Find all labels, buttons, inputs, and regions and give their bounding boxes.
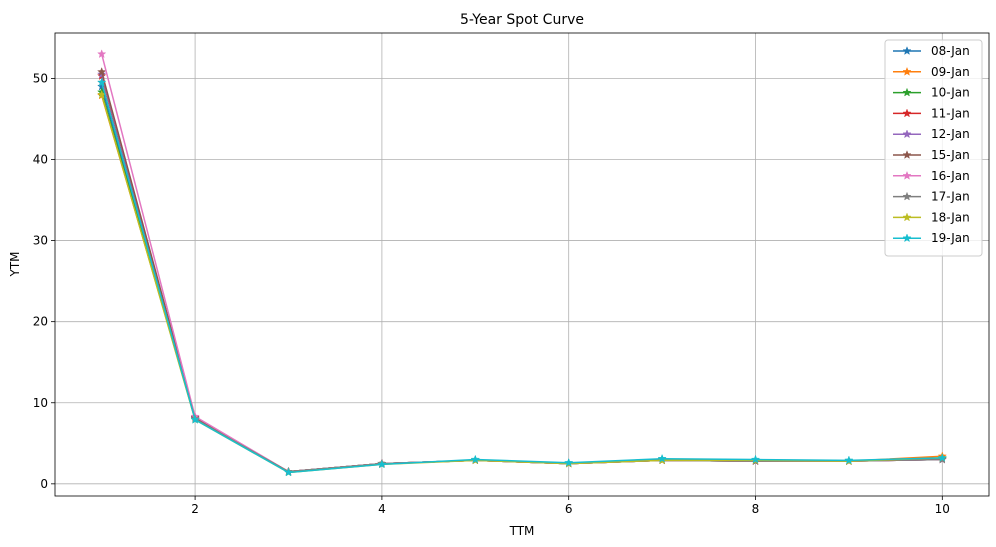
legend-item[interactable]: 12-Jan — [893, 127, 970, 141]
legend-label: 12-Jan — [931, 127, 970, 141]
x-axis-title: TTM — [509, 524, 535, 538]
y-tick-label: 0 — [40, 477, 48, 491]
x-tick-label: 10 — [935, 502, 950, 516]
legend-label: 17-Jan — [931, 190, 970, 204]
legend-marker — [902, 129, 912, 139]
legend-marker — [902, 170, 912, 180]
legend-marker — [902, 46, 912, 55]
legend-item[interactable]: 09-Jan — [893, 65, 970, 79]
data-point — [564, 457, 574, 467]
chart-title: 5-Year Spot Curve — [460, 12, 584, 28]
data-point — [657, 453, 667, 463]
legend-label: 09-Jan — [931, 65, 970, 79]
legend[interactable]: 08-Jan 09-Jan 10-Jan 11-Jan 12-Jan 15-Jan 16-J… — [884, 39, 983, 257]
legend-item[interactable]: 10-Jan — [893, 86, 970, 100]
legend-marker — [902, 108, 912, 118]
legend-label: 19-Jan — [931, 231, 970, 245]
data-point — [844, 455, 854, 465]
legend-marker — [902, 191, 912, 201]
y-tick-label: 20 — [33, 315, 48, 329]
data-point — [937, 452, 947, 462]
legend-label: 18-Jan — [931, 210, 970, 224]
legend-marker — [902, 66, 912, 76]
legend-marker — [902, 87, 912, 97]
legend-label: 11-Jan — [931, 106, 970, 120]
data-point — [750, 454, 761, 464]
data-point — [470, 454, 480, 464]
legend-marker — [902, 233, 912, 243]
legend-box — [884, 39, 983, 257]
series-line — [100, 82, 943, 474]
series-19-Jan — [97, 77, 947, 477]
legend-item[interactable]: 16-Jan — [893, 169, 970, 183]
legend-item[interactable]: 18-Jan — [893, 210, 970, 224]
legend-label: 16-Jan — [931, 169, 970, 183]
legend-item[interactable]: 15-Jan — [893, 148, 970, 162]
x-tick-label: 4 — [378, 502, 386, 516]
legend-item[interactable]: 17-Jan — [893, 190, 970, 204]
grid — [55, 33, 989, 496]
data-point — [283, 467, 294, 477]
legend-marker — [902, 212, 912, 222]
x-tick-label: 8 — [752, 502, 760, 516]
x-tick-label: 6 — [565, 502, 573, 516]
y-tick-label: 40 — [33, 152, 48, 166]
y-axis-title: YTM — [8, 251, 22, 277]
axis-ticks: 2 4 6 8 10 0 10 20 30 40 50 — [33, 71, 950, 516]
legend-marker — [902, 150, 912, 159]
y-tick-label: 10 — [33, 396, 48, 410]
data-point — [377, 459, 387, 469]
legend-label: 08-Jan — [931, 44, 970, 58]
legend-label: 15-Jan — [931, 148, 970, 162]
data-point — [190, 414, 200, 424]
x-tick-label: 2 — [191, 502, 199, 516]
y-tick-label: 30 — [33, 234, 48, 248]
legend-item[interactable]: 19-Jan — [893, 231, 970, 245]
legend-item[interactable]: 08-Jan — [893, 44, 970, 58]
legend-item[interactable]: 11-Jan — [893, 106, 970, 120]
plot-frame — [54, 32, 990, 497]
data-point — [97, 77, 107, 87]
y-tick-label: 50 — [33, 71, 48, 85]
data-point — [97, 67, 107, 76]
series-lines — [97, 49, 947, 477]
legend-label: 10-Jan — [931, 86, 970, 100]
data-point — [97, 49, 107, 59]
